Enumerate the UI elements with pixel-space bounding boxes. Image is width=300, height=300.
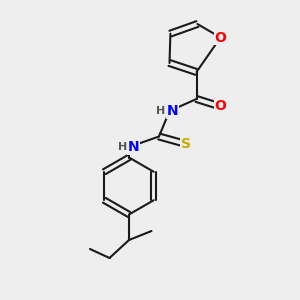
Text: O: O [214,100,226,113]
Text: O: O [214,31,226,44]
Text: H: H [157,106,166,116]
Text: N: N [128,140,139,154]
Text: N: N [167,104,178,118]
Text: S: S [181,137,191,151]
Text: H: H [118,142,127,152]
